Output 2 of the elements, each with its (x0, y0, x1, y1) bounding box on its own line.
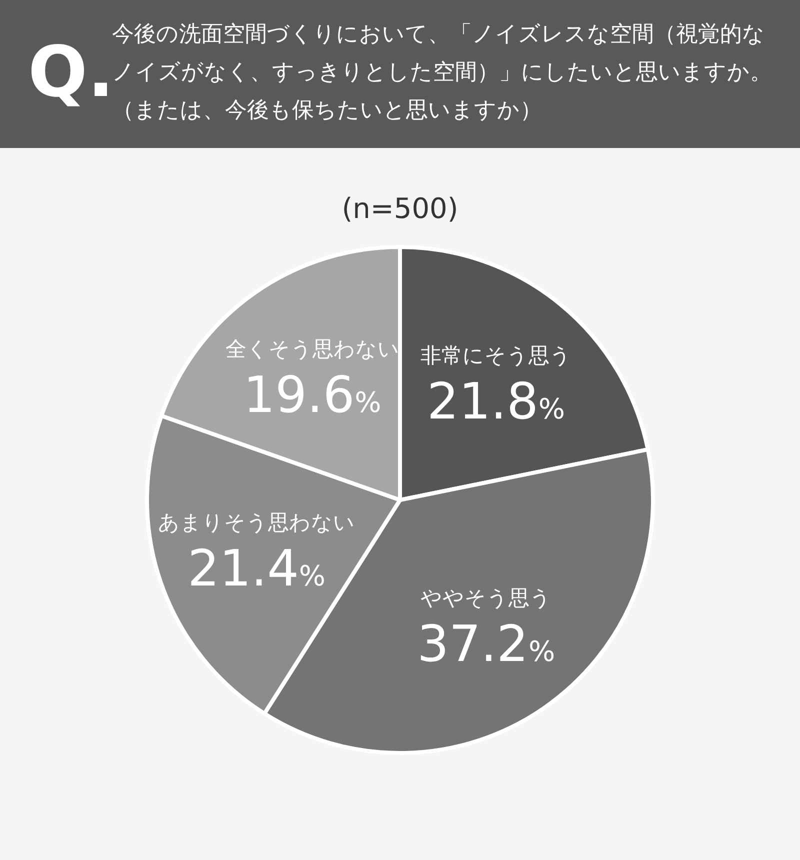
chart-subtitle: (n=500) (342, 192, 458, 225)
chart-title: 今後の洗面空間づくりにおいて、「ノイズレスな空間（視覚的なノイズがなく、すっきりとした空間）」にしたいと思いますか。（または、今後も保ちたいと思いますか） (112, 21, 773, 125)
